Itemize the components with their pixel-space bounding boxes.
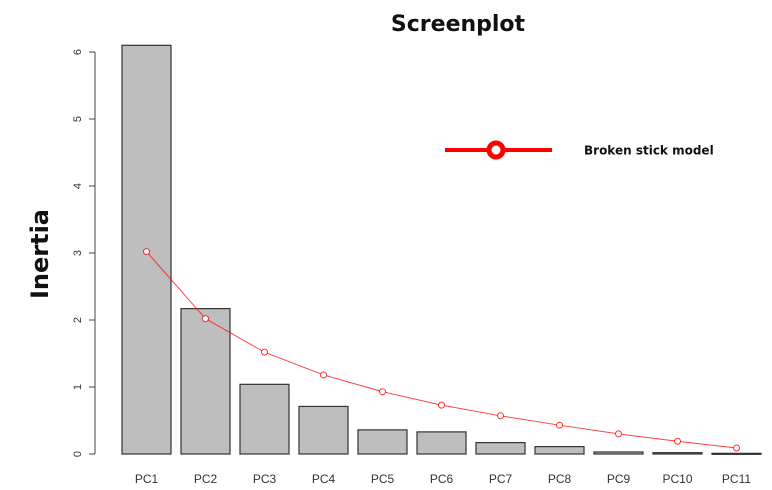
y-tick-label: 4 (72, 183, 84, 189)
bar-pc7 (475, 442, 526, 455)
x-tick-label: PC6 (430, 472, 454, 486)
bar-pc5 (357, 429, 408, 455)
y-axis: 0 1 2 3 4 5 6 (72, 49, 96, 457)
y-tick-label: 0 (72, 451, 84, 457)
bar-pc2 (180, 308, 231, 455)
bar-pc10 (652, 452, 703, 455)
y-tick-label: 3 (72, 250, 84, 256)
y-tick-label: 1 (72, 384, 84, 390)
bar-pc4 (298, 405, 349, 455)
bars (121, 44, 762, 455)
broken-stick-point (202, 315, 209, 323)
y-tick-label: 5 (72, 116, 84, 122)
legend-marker-swatch (486, 140, 506, 160)
y-axis-label: Inertia (26, 209, 54, 299)
x-tick-label: PC11 (722, 472, 751, 486)
x-tick-label: PC4 (312, 472, 336, 486)
category-labels: PC1 PC2 PC3 PC4 PC5 PC6 PC7 PC8 PC9 PC10 PC11 (135, 472, 752, 486)
legend-label: Broken stick model (584, 144, 714, 158)
broken-stick-point (674, 437, 681, 445)
broken-stick-line (143, 248, 740, 452)
x-tick-label: PC10 (662, 472, 692, 486)
broken-stick-polyline (146, 251, 737, 449)
x-tick-label: PC2 (194, 472, 218, 486)
bar-pc3 (239, 383, 290, 455)
broken-stick-point (261, 348, 268, 356)
y-tick-label: 6 (72, 49, 84, 55)
bar-pc9 (593, 451, 644, 455)
chart-title: Screenplot (391, 12, 526, 37)
broken-stick-point (733, 444, 740, 452)
broken-stick-point (556, 421, 563, 429)
x-tick-label: PC1 (135, 472, 159, 486)
bar-pc11 (711, 452, 762, 455)
x-tick-label: PC5 (371, 472, 395, 486)
broken-stick-point (320, 371, 327, 379)
x-tick-label: PC7 (489, 472, 513, 486)
broken-stick-point (497, 412, 504, 420)
y-tick-label: 2 (72, 317, 84, 323)
bar-pc8 (534, 446, 585, 455)
x-tick-label: PC3 (253, 472, 277, 486)
broken-stick-point (438, 401, 445, 409)
bar-pc6 (416, 431, 467, 455)
legend: Broken stick model (445, 140, 714, 160)
x-tick-label: PC9 (607, 472, 631, 486)
broken-stick-point (143, 248, 150, 256)
broken-stick-point (615, 430, 622, 438)
broken-stick-point (379, 388, 386, 396)
x-tick-label: PC8 (548, 472, 572, 486)
